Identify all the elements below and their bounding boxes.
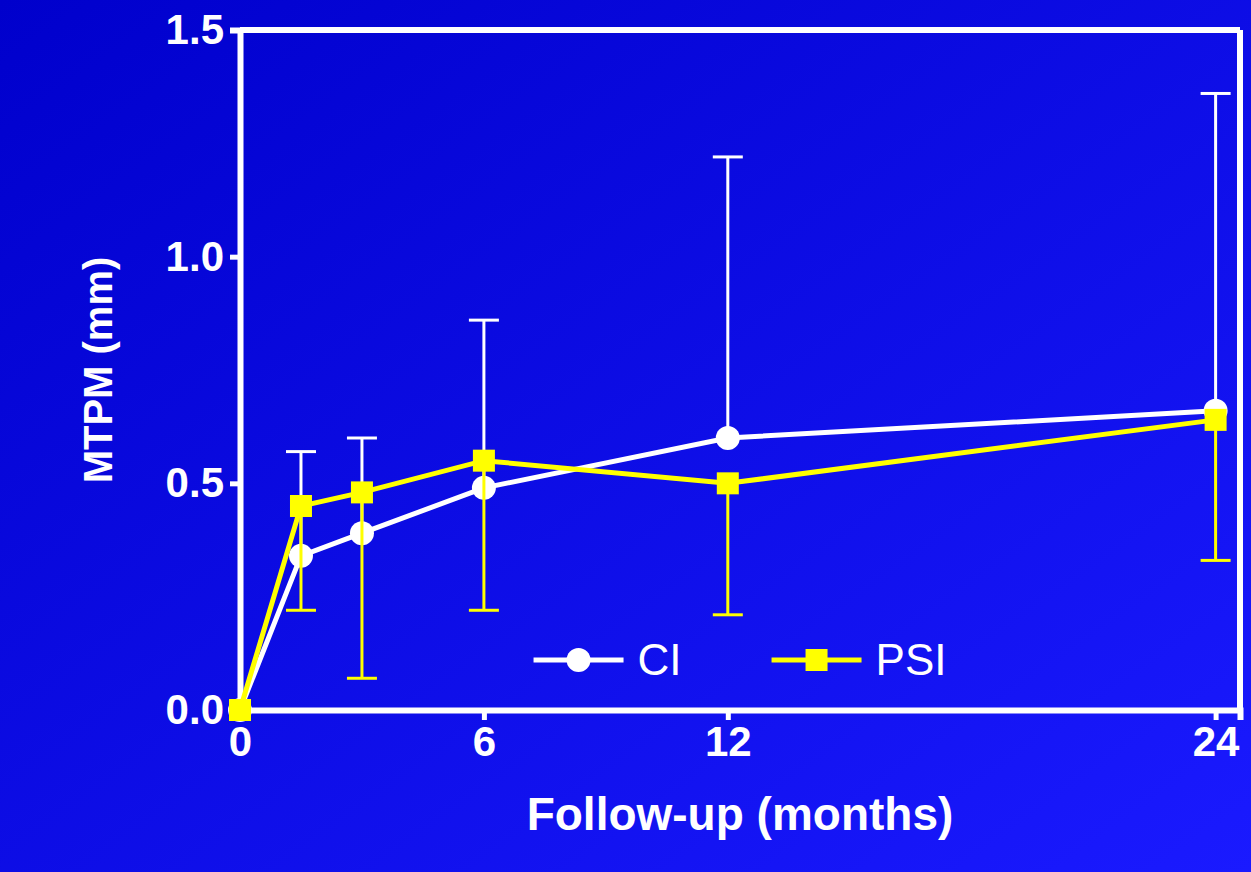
marker-group [473, 450, 495, 472]
legend-item: CI [534, 635, 682, 684]
y-tick: 0.5 [166, 459, 240, 506]
legend-marker [806, 649, 828, 671]
error-bar [1201, 420, 1231, 561]
error-cap [286, 609, 316, 612]
x-tick-label: 12 [705, 718, 752, 765]
error-cap [713, 155, 743, 158]
chart: 0.0 0.5 1.0 1.5 0 6 12 24 CI PSI Follow-up (months… [0, 0, 1251, 872]
legend-label: CI [638, 635, 682, 684]
point [351, 481, 373, 503]
marker-group [229, 699, 251, 721]
error-bar [469, 320, 499, 488]
point [290, 495, 312, 517]
legend-item: PSI [772, 635, 947, 684]
marker-group [228, 698, 252, 722]
error-stem [1214, 420, 1217, 561]
point [717, 472, 739, 494]
series-line [240, 420, 1216, 710]
x-tick: 12 [705, 710, 752, 765]
y-tick: 1.5 [166, 6, 240, 53]
point [473, 450, 495, 472]
plot: 0.0 0.5 1.0 1.5 0 6 12 24 CI PSI [166, 6, 1241, 765]
error-bar [286, 506, 316, 610]
y-tick-mark [230, 255, 240, 260]
point [716, 426, 740, 450]
frame-right [1237, 30, 1243, 710]
x-tick-label: 6 [473, 718, 496, 765]
marker-group [717, 472, 739, 494]
error-stem [360, 492, 363, 678]
error-cap [347, 677, 377, 680]
error-bar [713, 157, 743, 438]
error-bar [347, 492, 377, 678]
x-tick: 6 [473, 710, 496, 765]
marker-group [290, 495, 312, 517]
marker-group [716, 426, 740, 450]
error-stem [1214, 93, 1217, 410]
error-cap [469, 609, 499, 612]
y-axis: 0.0 0.5 1.0 1.5 [166, 6, 241, 733]
background [0, 0, 1251, 872]
x-axis-title: Follow-up (months) [527, 788, 954, 840]
error-cap [469, 319, 499, 322]
y-tick-mark [230, 28, 240, 33]
data-area [228, 93, 1231, 722]
y-tick-mark [230, 481, 240, 486]
y-tick-label: 1.0 [166, 233, 224, 280]
x-tick-label: 0 [229, 718, 252, 765]
point [228, 698, 252, 722]
frame-top [240, 27, 1240, 33]
error-bar [469, 461, 499, 611]
y-tick-label: 1.5 [166, 6, 224, 53]
y-axis-title: MTPM (mm) [76, 257, 120, 484]
y-tick-label: 0.5 [166, 459, 224, 506]
x-axis: 0 6 12 24 [229, 710, 1241, 765]
y-tick-label: 0.0 [166, 686, 224, 733]
error-cap [713, 613, 743, 616]
error-stem [726, 483, 729, 614]
error-cap [1201, 559, 1231, 562]
y-tick: 1.0 [166, 233, 240, 280]
point [1205, 409, 1227, 431]
error-stem [726, 157, 729, 438]
error-stem [482, 461, 485, 611]
series-line [240, 411, 1216, 710]
error-cap [1201, 92, 1231, 95]
error-bar [1201, 93, 1231, 410]
legend: CI PSI [534, 635, 947, 684]
error-bar [713, 483, 743, 614]
point [229, 699, 251, 721]
marker-group [351, 481, 373, 503]
error-stem [299, 506, 302, 610]
legend-label: PSI [876, 635, 947, 684]
marker-group [1205, 409, 1227, 431]
error-cap [286, 450, 316, 453]
axis-line [230, 31, 241, 711]
x-tick: 24 [1193, 710, 1240, 765]
error-cap [347, 437, 377, 440]
x-tick-label: 24 [1193, 718, 1240, 765]
legend-marker [567, 648, 591, 672]
